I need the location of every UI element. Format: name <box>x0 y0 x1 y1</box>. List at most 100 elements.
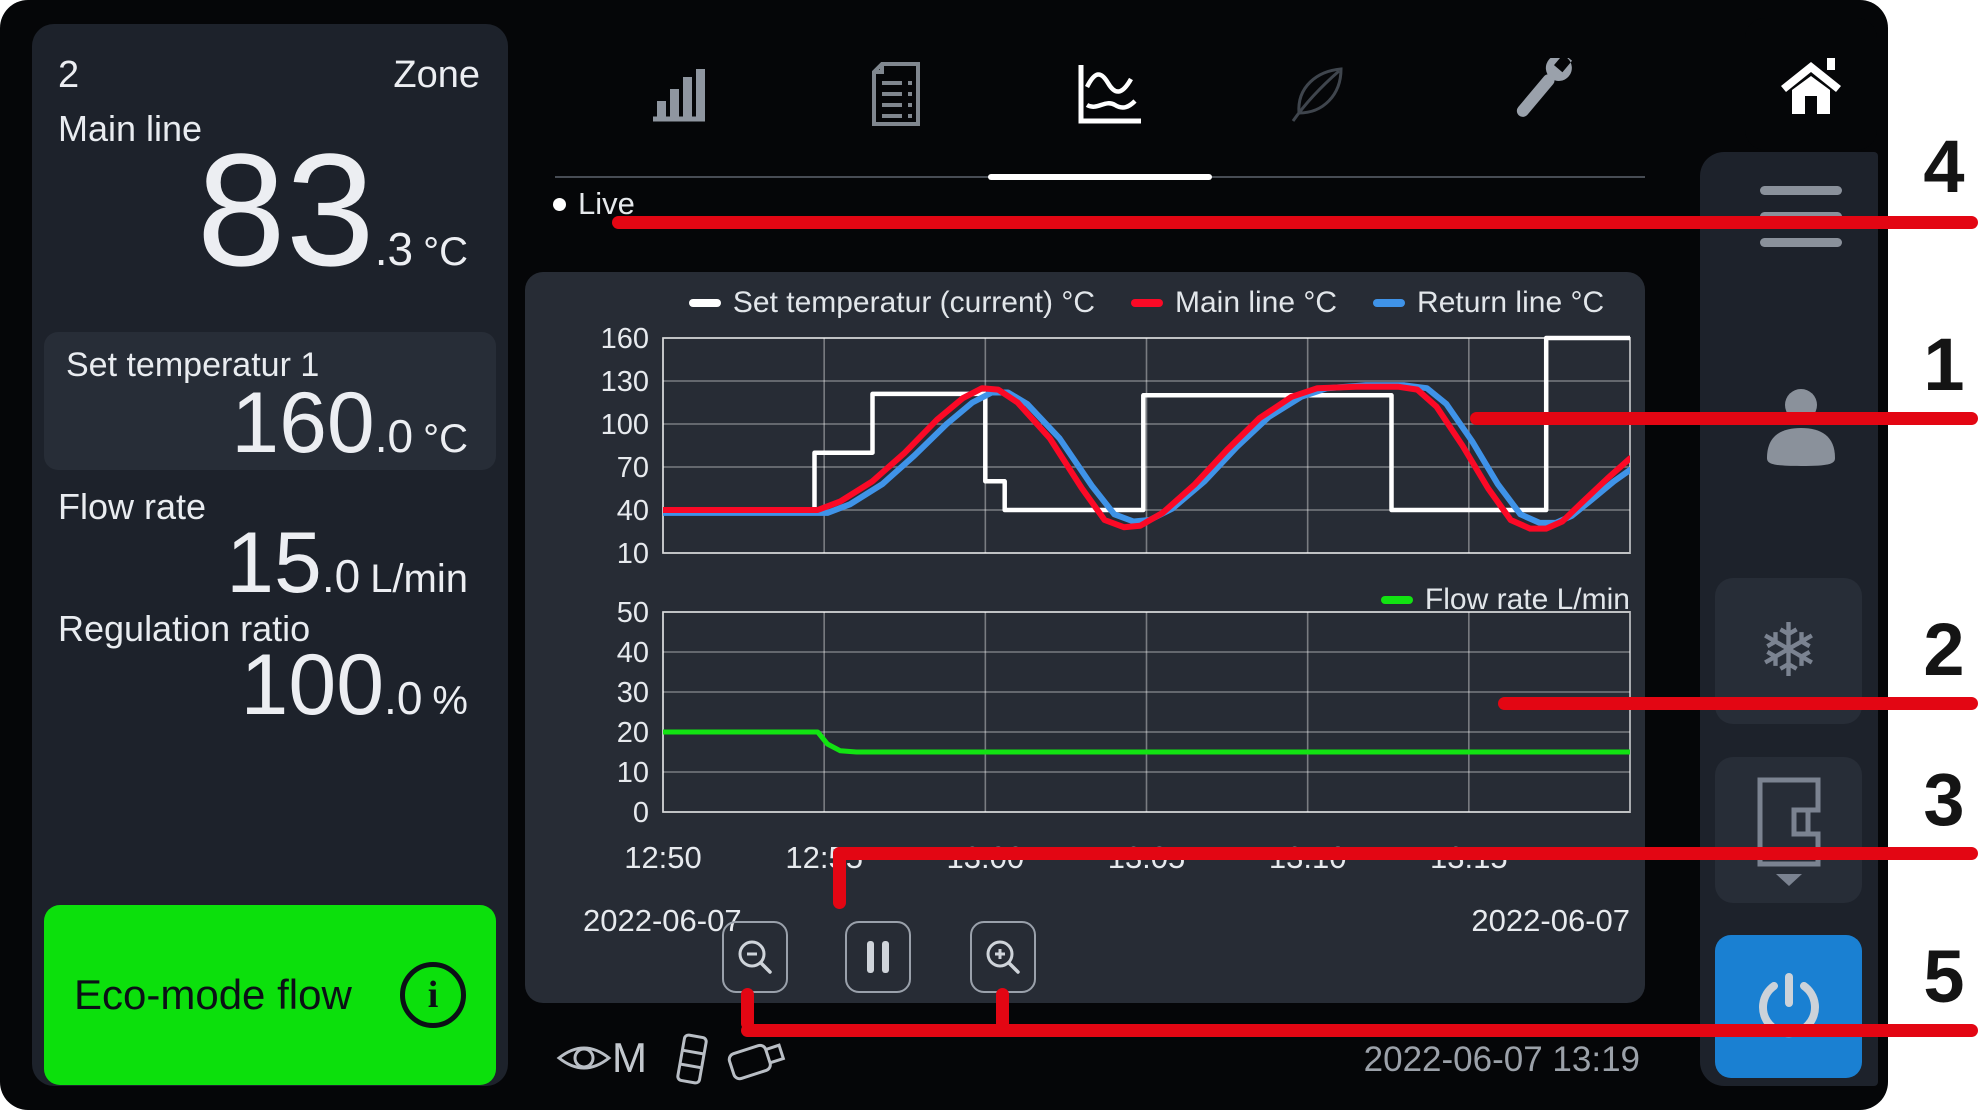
svg-text:40: 40 <box>617 495 649 527</box>
tab-trend-curves[interactable] <box>1065 48 1155 140</box>
mode-letter: M <box>612 1034 647 1081</box>
svg-text:50: 50 <box>617 597 649 629</box>
status-datetime: 2022-06-07 13:19 <box>1363 1040 1640 1079</box>
svg-text:0: 0 <box>633 797 649 829</box>
main-line-value-int: 83 <box>196 120 375 299</box>
annotation-number-3: 3 <box>1923 758 1965 841</box>
eco-mode-flow-button[interactable]: Eco-mode flow i <box>44 905 496 1085</box>
annotation-number-2: 2 <box>1923 608 1965 691</box>
zone-info-panel: 2 Zone Main line 83.3 °C Set temperatur … <box>32 24 508 1086</box>
annotation-number-5: 5 <box>1923 935 1965 1018</box>
set-temp-value-int: 160 <box>231 375 375 471</box>
legend-return-line-label: Return line °C <box>1417 286 1605 319</box>
cartridge-icon <box>676 1033 708 1085</box>
usb-indicator <box>724 1030 794 1091</box>
annotation-line-2 <box>1498 697 1978 710</box>
manual-mode-indicator <box>556 1036 612 1085</box>
tab-active-indicator <box>988 174 1212 180</box>
legend-main-line: Main line °C <box>1130 286 1338 320</box>
flow-chart-legend: Flow rate L/min <box>1330 583 1630 617</box>
svg-text:10: 10 <box>617 538 649 570</box>
legend-set-temperature: Set temperatur (current) °C <box>688 286 1095 320</box>
regulation-value-int: 100 <box>240 637 385 733</box>
main-line-dash-icon <box>1130 299 1163 307</box>
svg-text:100: 100 <box>601 409 649 441</box>
set-temperature-dash-icon <box>688 299 721 307</box>
main-line-unit: °C <box>423 230 468 274</box>
zoom-out-button[interactable] <box>722 921 788 993</box>
legend-main-line-label: Main line °C <box>1174 286 1338 319</box>
eco-leaf-icon <box>1291 67 1343 122</box>
set-temperature-card[interactable]: Set temperatur 1 160.0 °C <box>44 332 496 470</box>
flow-rate-value-int: 15 <box>226 515 322 611</box>
svg-text:10: 10 <box>617 757 649 789</box>
trend-chart-panel <box>525 272 1645 1003</box>
main-line-value-dec: .3 <box>374 223 414 275</box>
return-line-dash-icon <box>1373 299 1406 307</box>
live-label: Live <box>578 186 635 221</box>
annotation-line-4 <box>612 216 1978 229</box>
home-button[interactable] <box>1745 18 1877 150</box>
svg-text:130: 130 <box>601 366 649 398</box>
tab-bar-chart[interactable] <box>633 48 723 140</box>
flow-rate-dash-icon <box>1380 596 1413 604</box>
user-button[interactable] <box>1763 388 1839 472</box>
report-document-icon <box>872 62 920 126</box>
zone-header: 2 Zone <box>58 54 480 97</box>
power-button[interactable] <box>1715 935 1862 1078</box>
mold-eject-icon <box>1757 777 1820 886</box>
regulation-ratio-label: Regulation ratio <box>58 608 311 649</box>
legend-flow-rate-label: Flow rate L/min <box>1424 583 1630 616</box>
legend-return-line: Return line °C <box>1373 286 1604 320</box>
set-temp-value: 160.0 °C <box>231 380 468 466</box>
flow-rate-value-dec: .0 <box>321 550 361 602</box>
annotation-number-4: 4 <box>1923 125 1965 208</box>
set-temp-label: Set temperatur 1 <box>66 346 320 384</box>
pause-icon <box>867 941 889 973</box>
eco-mode-label: Eco-mode flow <box>74 971 352 1018</box>
home-icon <box>1781 58 1841 114</box>
chart-date-left: 2022-06-07 <box>583 903 742 938</box>
annotation-line-5 <box>741 1024 1978 1037</box>
main-line-value: 83.3 °C <box>197 130 468 290</box>
set-temp-unit: °C <box>423 417 468 461</box>
zoom-in-button[interactable] <box>970 921 1036 993</box>
regulation-value-dec: .0 <box>384 672 423 724</box>
service-wrench-icon <box>1516 58 1573 117</box>
svg-text:40: 40 <box>617 637 649 669</box>
mold-eject-button[interactable] <box>1715 757 1862 903</box>
chart-date-right: 2022-06-07 <box>1471 903 1630 938</box>
tab-report[interactable] <box>851 48 941 140</box>
menu-icon <box>1760 186 1842 195</box>
eye-icon <box>556 1046 612 1070</box>
trend-curves-icon <box>1078 65 1141 124</box>
legend-flow-rate: Flow rate L/min <box>1380 583 1630 617</box>
annotation-line-3 <box>833 847 1978 860</box>
cartridge-indicator <box>672 1030 712 1093</box>
snowflake-icon: ❄ <box>1757 609 1820 692</box>
pause-button[interactable] <box>845 921 911 993</box>
annotation-line-5-stub-left <box>741 988 754 1030</box>
main-line-label: Main line <box>58 108 203 149</box>
annotation-line-1 <box>1470 412 1978 425</box>
annotation-line-3-stub <box>833 847 846 909</box>
temperature-chart: 16013010070401012:5012:5513:0013:0513:10… <box>601 323 1631 875</box>
annotation-line-5-stub-right <box>996 988 1009 1030</box>
svg-text:70: 70 <box>617 452 649 484</box>
regulation-unit: % <box>432 679 468 723</box>
zoom-in-icon <box>986 940 1020 974</box>
zoom-out-icon <box>738 940 772 974</box>
tab-eco[interactable] <box>1273 48 1363 140</box>
live-indicator: Live <box>553 186 635 222</box>
temperature-chart-legend: Set temperatur (current) °C Main line °C… <box>663 286 1630 320</box>
info-icon[interactable]: i <box>400 962 466 1028</box>
flow-rate-value: 15.0 L/min <box>226 520 468 606</box>
flow-rate-unit: L/min <box>370 557 468 601</box>
tab-service[interactable] <box>1492 48 1582 140</box>
regulation-ratio-value: 100.0 % <box>241 642 468 728</box>
set-temp-value-dec: .0 <box>374 410 414 462</box>
svg-text:12:50: 12:50 <box>624 840 702 875</box>
svg-text:160: 160 <box>601 323 649 355</box>
annotation-number-1: 1 <box>1923 323 1965 406</box>
